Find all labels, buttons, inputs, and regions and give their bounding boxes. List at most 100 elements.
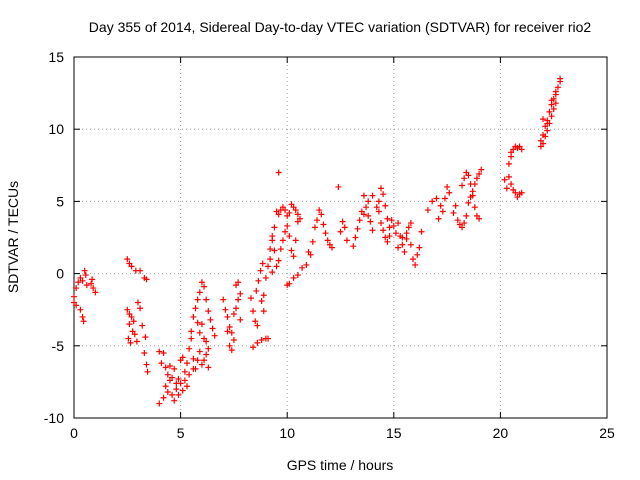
- data-point: [375, 198, 382, 205]
- data-point: [335, 183, 342, 190]
- data-point: [183, 383, 190, 390]
- data-point: [143, 361, 150, 368]
- data-point: [542, 133, 549, 140]
- data-point: [322, 230, 329, 237]
- data-point: [328, 244, 335, 251]
- axis-ticks: [73, 56, 608, 419]
- data-point: [418, 228, 425, 235]
- x-tick-label: 0: [70, 425, 78, 441]
- y-tick-label: -5: [52, 338, 65, 354]
- data-point: [471, 204, 478, 211]
- data-point: [378, 185, 385, 192]
- data-point: [177, 380, 184, 387]
- data-point: [311, 224, 318, 231]
- data-point: [230, 337, 237, 344]
- data-point: [164, 371, 171, 378]
- data-point: [179, 354, 186, 361]
- data-point: [546, 108, 553, 115]
- data-point: [392, 230, 399, 237]
- data-point: [508, 181, 515, 188]
- data-point: [405, 224, 412, 231]
- data-point: [137, 267, 144, 274]
- data-point: [222, 306, 229, 313]
- x-tick-label: 25: [599, 425, 615, 441]
- data-point: [190, 365, 197, 372]
- x-tick-label: 5: [177, 425, 185, 441]
- y-tick-label: -10: [44, 410, 64, 426]
- data-point: [275, 257, 282, 264]
- data-point: [395, 244, 402, 251]
- data-point: [188, 328, 195, 335]
- data-point: [424, 207, 431, 214]
- y-tick-label: 15: [48, 49, 64, 65]
- data-point: [265, 263, 272, 270]
- x-tick-label: 10: [279, 425, 295, 441]
- data-point: [552, 100, 559, 107]
- data-point: [388, 217, 395, 224]
- y-axis-label: SDTVAR / TECUs: [5, 181, 21, 293]
- data-point: [365, 198, 372, 205]
- data-point: [557, 75, 564, 82]
- data-point: [267, 256, 274, 263]
- data-point: [228, 347, 235, 354]
- data-point: [127, 339, 134, 346]
- data-point: [128, 313, 135, 320]
- data-point: [299, 264, 306, 271]
- data-point: [395, 220, 402, 227]
- data-point: [237, 316, 244, 323]
- data-point: [356, 217, 363, 224]
- data-point: [461, 220, 468, 227]
- data-point: [89, 276, 96, 283]
- data-point: [399, 234, 406, 241]
- x-tick-labels: 0 5 10 15 20 25: [70, 425, 615, 441]
- data-point: [126, 260, 133, 267]
- data-point: [228, 329, 235, 336]
- data-point: [156, 400, 163, 407]
- data-point: [196, 348, 203, 355]
- data-point: [501, 176, 508, 183]
- data-point: [548, 113, 555, 120]
- data-point: [459, 224, 466, 231]
- data-point: [459, 182, 466, 189]
- data-point: [235, 296, 242, 303]
- data-point: [171, 365, 178, 372]
- data-point: [271, 224, 278, 231]
- data-point: [230, 311, 237, 318]
- data-point: [439, 208, 446, 215]
- data-point: [282, 207, 289, 214]
- data-point: [250, 344, 257, 351]
- data-point: [273, 263, 280, 270]
- data-point: [307, 251, 314, 258]
- plot-frame: [73, 56, 608, 419]
- data-point: [288, 247, 295, 254]
- data-point: [203, 351, 210, 358]
- data-point: [378, 220, 385, 227]
- data-point: [80, 318, 87, 325]
- data-point: [186, 371, 193, 378]
- data-point: [505, 160, 512, 167]
- data-point: [407, 241, 414, 248]
- data-point: [350, 243, 357, 250]
- data-point: [190, 355, 197, 362]
- data-point: [175, 376, 182, 383]
- data-point: [294, 211, 301, 218]
- data-point: [201, 357, 208, 364]
- data-point: [164, 389, 171, 396]
- data-point: [194, 319, 201, 326]
- data-point: [399, 241, 406, 248]
- data-point: [237, 290, 244, 297]
- data-point: [508, 149, 515, 156]
- data-point: [429, 198, 436, 205]
- data-point: [518, 146, 525, 153]
- data-point: [253, 287, 260, 294]
- data-point: [90, 285, 97, 292]
- x-axis-label: GPS time / hours: [287, 457, 394, 473]
- data-point: [259, 260, 266, 267]
- data-point: [465, 172, 472, 179]
- data-point: [369, 227, 376, 234]
- data-point: [262, 274, 269, 281]
- data-point: [166, 363, 173, 370]
- data-point: [465, 199, 472, 206]
- data-point: [303, 261, 310, 268]
